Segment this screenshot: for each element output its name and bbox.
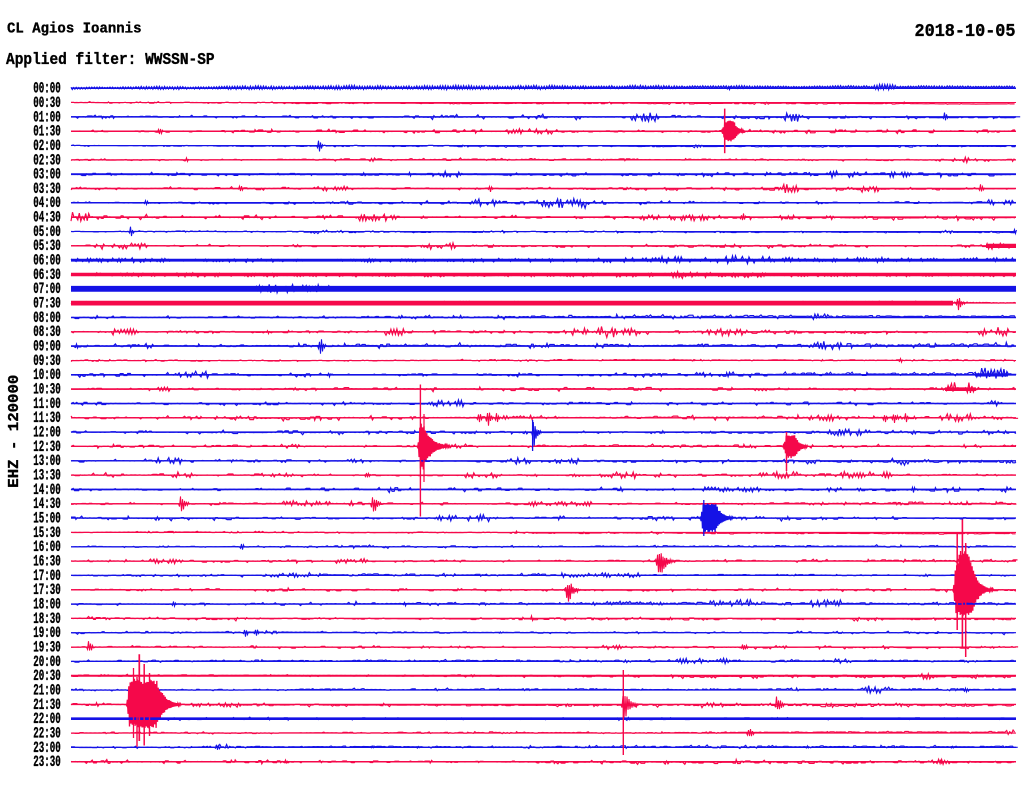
svg-text:20:00: 20:00 [33,653,60,671]
svg-text:15:30: 15:30 [33,524,60,542]
svg-text:06:00: 06:00 [33,252,60,270]
svg-text:EHZ - 120000: EHZ - 120000 [7,375,23,488]
svg-text:11:00: 11:00 [33,395,60,413]
svg-text:09:00: 09:00 [33,338,60,356]
svg-text:14:00: 14:00 [33,481,60,499]
svg-text:03:00: 03:00 [33,166,60,184]
svg-text:CL Agios Ioannis: CL Agios Ioannis [7,21,142,38]
svg-text:21:30: 21:30 [33,696,60,714]
svg-text:11:30: 11:30 [33,409,60,427]
svg-text:01:00: 01:00 [33,108,60,126]
svg-text:08:30: 08:30 [33,323,60,341]
svg-text:19:30: 19:30 [33,639,60,657]
svg-text:13:30: 13:30 [33,467,60,485]
svg-text:00:30: 00:30 [33,94,60,112]
svg-text:03:30: 03:30 [33,180,60,198]
svg-text:20:30: 20:30 [33,667,60,685]
svg-text:02:00: 02:00 [33,137,60,155]
svg-text:23:30: 23:30 [33,753,60,771]
svg-text:07:30: 07:30 [33,295,60,313]
svg-text:16:30: 16:30 [33,553,60,571]
svg-text:13:00: 13:00 [33,452,60,470]
svg-text:12:00: 12:00 [33,424,60,442]
svg-text:08:00: 08:00 [33,309,60,327]
svg-text:22:00: 22:00 [33,710,60,728]
svg-text:04:00: 04:00 [33,194,60,212]
svg-text:12:30: 12:30 [33,438,60,456]
svg-text:18:00: 18:00 [33,596,60,614]
svg-text:19:00: 19:00 [33,624,60,642]
svg-text:02:30: 02:30 [33,151,60,169]
svg-text:15:00: 15:00 [33,510,60,528]
svg-text:2018-10-05: 2018-10-05 [915,22,1016,42]
svg-text:14:30: 14:30 [33,495,60,513]
svg-text:18:30: 18:30 [33,610,60,628]
svg-text:07:00: 07:00 [33,280,60,298]
svg-text:04:30: 04:30 [33,209,60,227]
svg-text:05:00: 05:00 [33,223,60,241]
svg-text:05:30: 05:30 [33,237,60,255]
svg-text:09:30: 09:30 [33,352,60,370]
svg-text:16:00: 16:00 [33,538,60,556]
svg-text:01:30: 01:30 [33,123,60,141]
svg-text:Applied filter: WWSSN-SP: Applied filter: WWSSN-SP [6,51,215,70]
svg-text:00:00: 00:00 [33,80,60,98]
svg-text:21:00: 21:00 [33,682,60,700]
svg-text:17:30: 17:30 [33,581,60,599]
svg-text:17:00: 17:00 [33,567,60,585]
svg-text:06:30: 06:30 [33,266,60,284]
svg-text:22:30: 22:30 [33,725,60,743]
svg-text:23:00: 23:00 [33,739,60,757]
svg-text:10:30: 10:30 [33,381,60,399]
svg-text:10:00: 10:00 [33,366,60,384]
